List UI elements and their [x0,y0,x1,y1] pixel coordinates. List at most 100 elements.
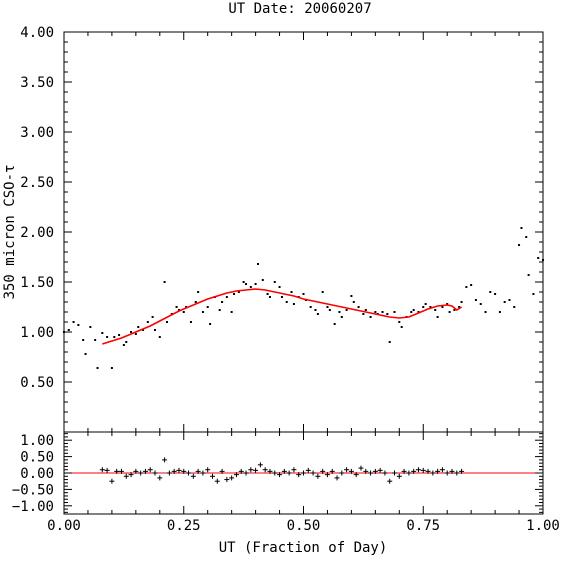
residual-y-tick-label: 1.00 [20,433,54,449]
main-y-tick-label: 4.00 [20,25,54,41]
residual-point [176,467,182,473]
data-point [110,367,113,369]
data-point [417,311,420,313]
data-point [357,306,360,308]
data-point [400,326,403,328]
data-point [441,306,444,308]
residual-point [281,468,287,474]
residual-plot-panel: 1.000.500.00−0.50−1.00 [12,431,544,515]
data-point [537,257,540,259]
data-point [436,316,439,318]
residual-y-tick-label: 0.00 [20,466,54,482]
x-tick-label: 0.50 [287,518,321,534]
residual-point [320,468,326,474]
residual-point [348,468,354,474]
data-point [513,306,516,308]
main-y-ticks: 0.50 1.00 1.50 2.00 2.50 3.00 3.50 4.00 [20,25,543,433]
residual-point [363,468,369,474]
data-point [508,299,511,301]
data-point [189,321,192,323]
residual-point [104,467,110,473]
data-point [278,286,281,288]
data-point [249,286,252,288]
main-y-tick-label: 3.00 [20,125,54,141]
residual-point [372,468,378,474]
data-point [453,309,456,311]
data-point [197,291,200,293]
data-point [316,313,319,315]
residual-point [219,468,225,474]
residual-point [166,470,172,476]
residual-point [444,470,450,476]
residual-point [435,468,441,474]
main-y-tick-label: 2.00 [20,225,54,241]
x-tick-label: 0.75 [406,518,440,534]
data-point [292,303,295,305]
data-point [309,306,312,308]
residual-point [459,468,465,474]
data-point [134,333,137,335]
data-point [254,283,257,285]
residual-point [181,468,187,474]
residual-point [133,468,139,474]
residual-y-tick-label: −1.00 [12,499,54,515]
data-point [333,323,336,325]
data-point [206,306,209,308]
data-point [302,293,305,295]
data-point [130,331,133,333]
residual-point [128,472,134,478]
data-point [113,336,116,338]
data-point [393,311,396,313]
data-point [446,303,449,305]
x-tick-label: 0.25 [167,518,201,534]
data-point [474,299,477,301]
residual-point [339,470,345,476]
residual-point [123,473,129,479]
residual-point [233,472,239,478]
data-point [242,281,245,283]
residual-point [406,470,412,476]
residual-point [358,465,364,471]
chart-title: UT Date: 20060207 [228,1,371,17]
residual-point [248,467,254,473]
data-point [96,367,99,369]
data-point [532,293,535,295]
residual-point [396,473,402,479]
residual-y-tick-label: −0.50 [12,482,54,498]
data-point [338,311,341,313]
data-point [84,353,87,355]
data-point [374,311,377,313]
data-point [422,306,425,308]
data-point [518,244,521,246]
residual-point [392,470,398,476]
residual-point [368,470,374,476]
residual-point [224,477,230,483]
data-point [89,326,92,328]
data-point [429,306,432,308]
residual-point [296,472,302,478]
residual-point [243,470,249,476]
residual-point [334,475,340,481]
residual-point [238,468,244,474]
residual-point [291,467,297,473]
data-point [209,323,212,325]
residual-point [449,468,455,474]
residual-point [99,467,105,473]
data-point [233,293,236,295]
data-point [261,279,264,281]
residual-point [382,470,388,476]
residual-x-ticks [63,432,544,514]
data-point [163,281,166,283]
residual-point [277,472,283,478]
residual-point [257,462,263,468]
residual-point [109,478,115,484]
data-point [77,324,80,326]
residual-point [286,470,292,476]
data-point [527,274,530,276]
data-point [230,311,233,313]
residual-point [253,467,259,473]
residual-point [353,472,359,478]
data-point [142,329,145,331]
